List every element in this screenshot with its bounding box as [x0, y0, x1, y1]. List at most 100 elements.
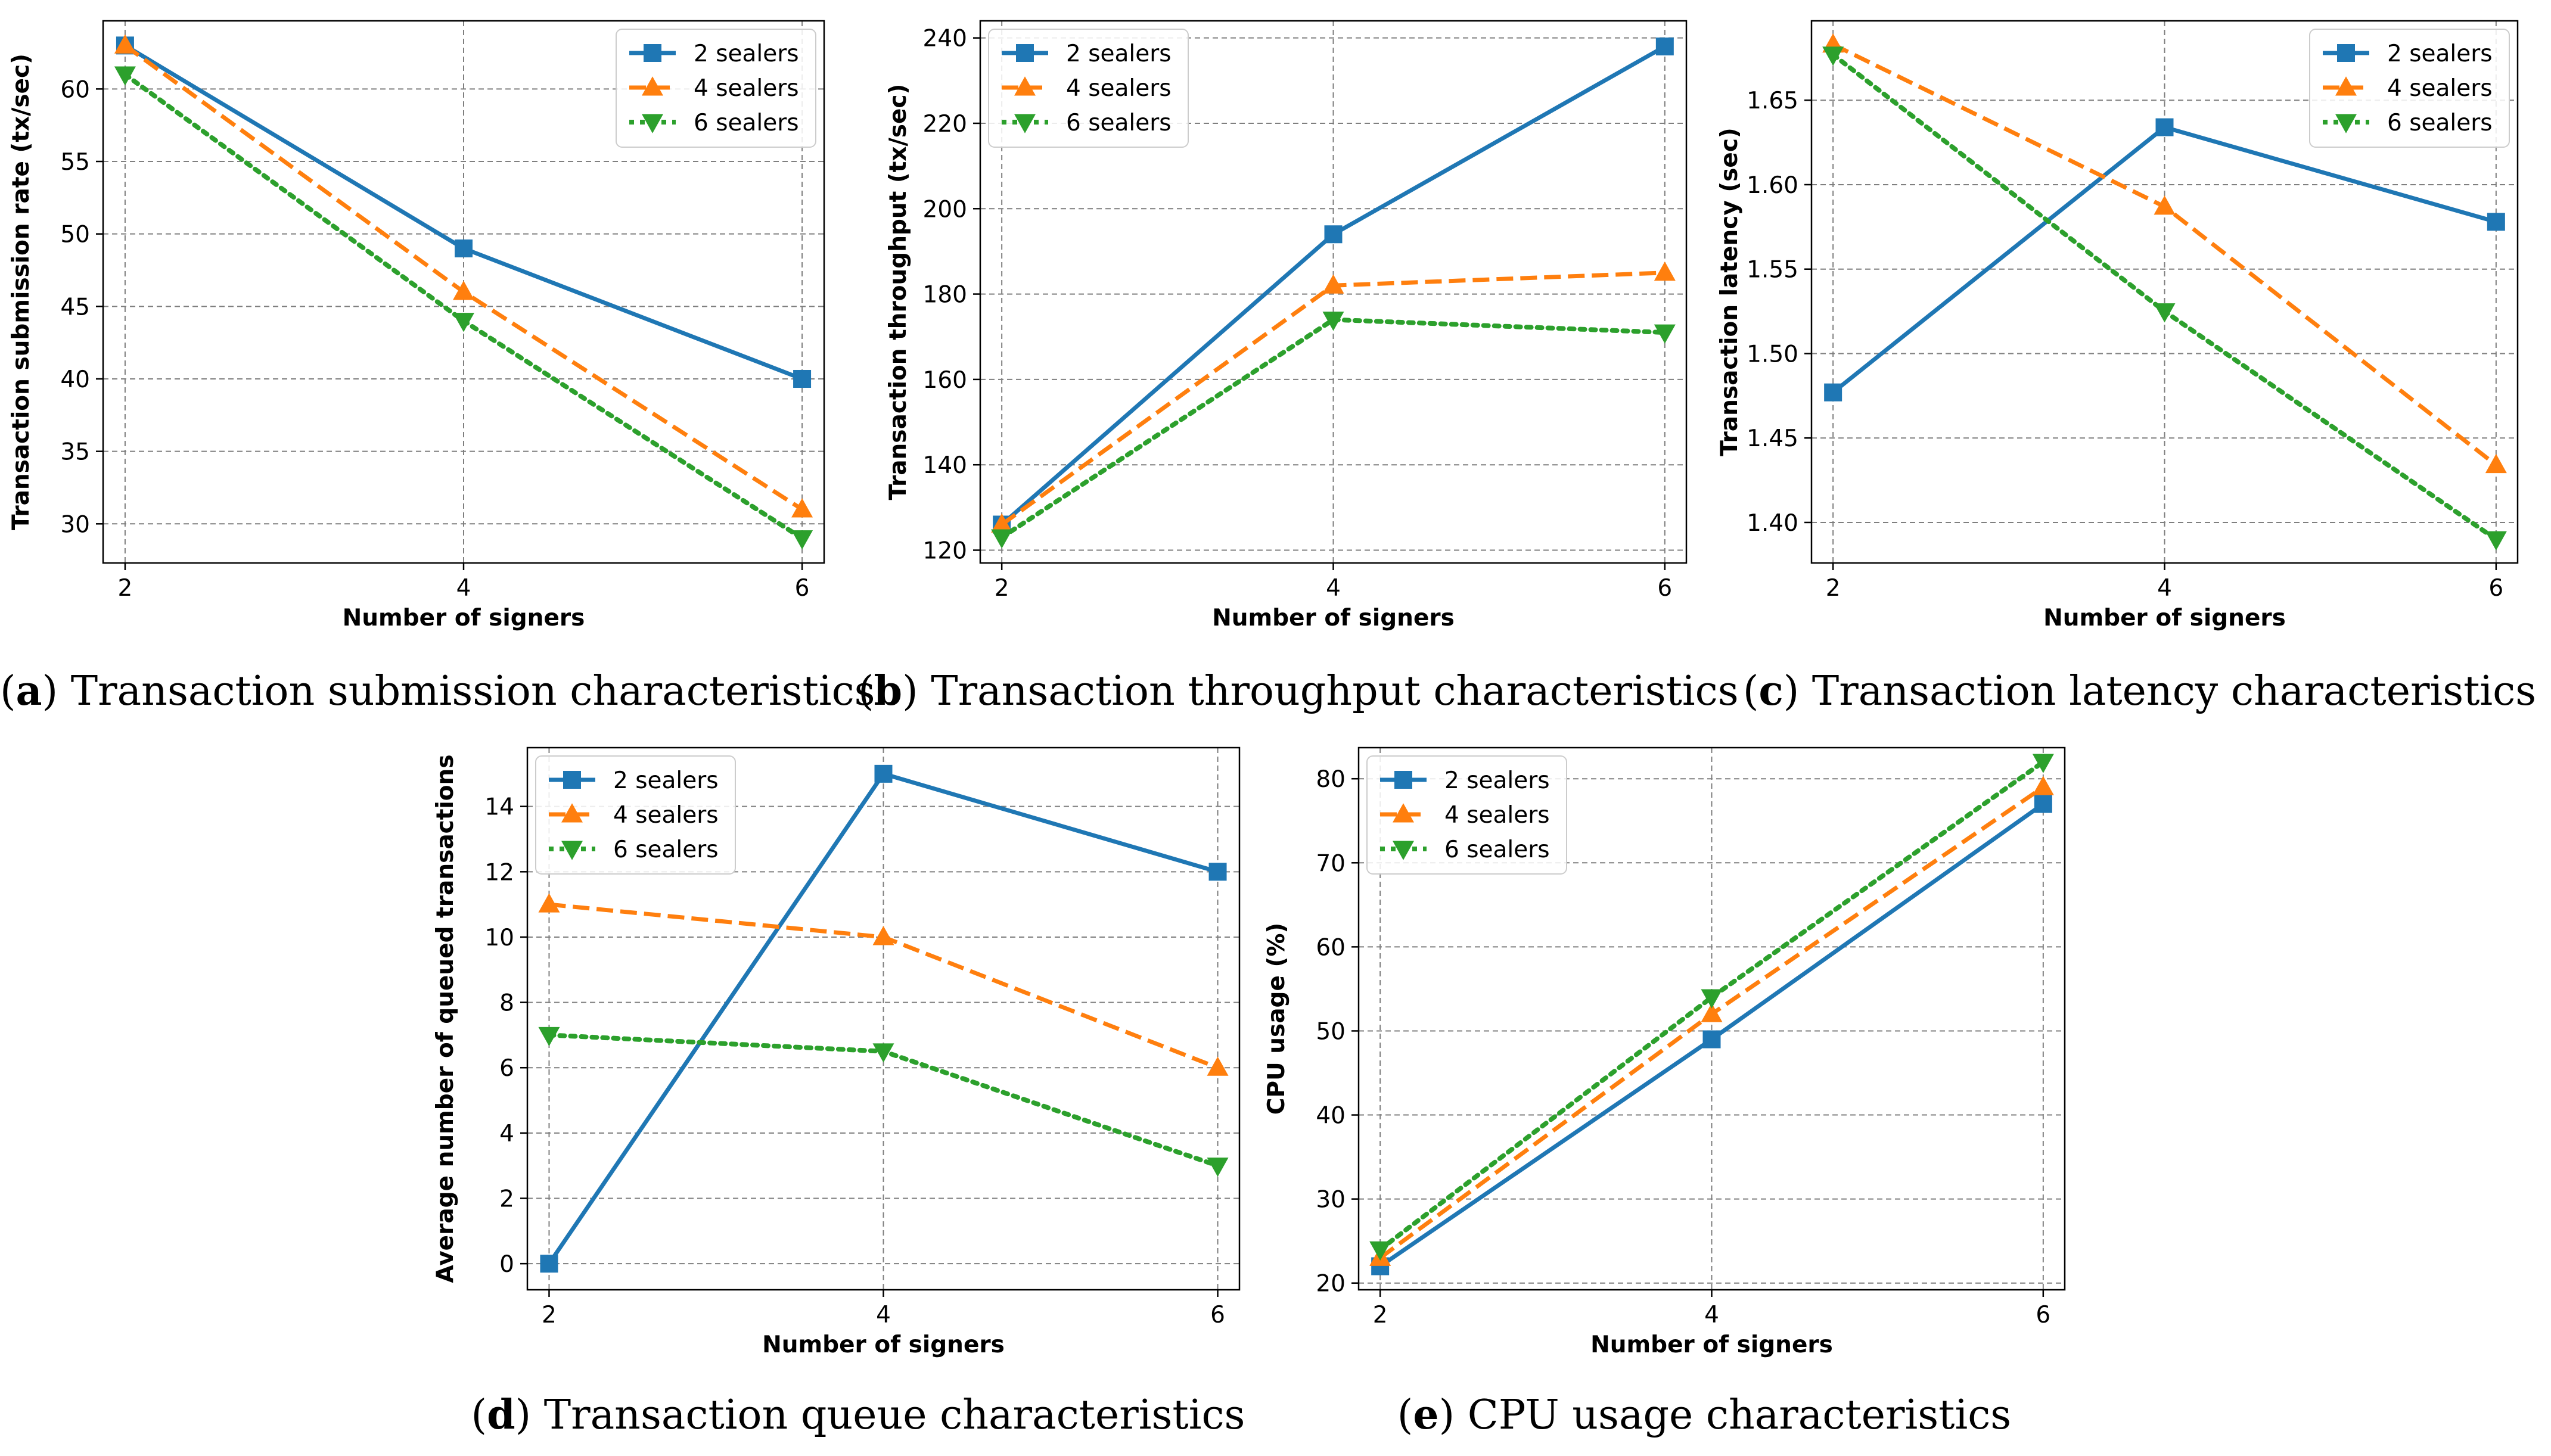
y-tick-label: 60 — [60, 76, 90, 103]
data-point-series-3 — [453, 313, 474, 332]
y-tick-label: 35 — [60, 439, 90, 466]
x-tick-label: 2 — [542, 1302, 557, 1329]
y-axis-label: Transaction latency (sec) — [1716, 127, 1743, 456]
legend-label-3: 6 sealers — [1444, 836, 1550, 863]
legend-label-1: 2 sealers — [2387, 41, 2493, 67]
chart-panel-e: 20 30 40 50 60 70 80 2 4 6 Number of signers CPU us… — [1263, 727, 2133, 1370]
caption-b-text: Transaction throughput characteristics — [931, 668, 1739, 715]
legend: 2 sealers 4 sealers 6 sealers — [2309, 29, 2510, 148]
y-tick-label: 40 — [60, 366, 90, 393]
legend-label-1: 2 sealers — [1066, 41, 1172, 67]
data-point-series-3 — [1207, 1158, 1229, 1177]
x-axis-label: Number of signers — [762, 1331, 1005, 1358]
data-point-series-1 — [1702, 1030, 1721, 1049]
chart-panel-a: 30 35 40 45 50 55 60 2 4 6 Number of signers Transa… — [0, 0, 858, 643]
legend-marker-3 — [1014, 114, 1036, 133]
data-point-series-2 — [538, 893, 560, 913]
legend-marker-1 — [563, 771, 581, 789]
y-tick-label: 45 — [60, 294, 90, 321]
data-point-series-1 — [455, 239, 473, 258]
data-point-series-2 — [991, 513, 1013, 533]
legend-marker-1 — [1016, 44, 1034, 62]
caption-d: (d) Transaction queue characteristics — [471, 1391, 1245, 1439]
data-point-series-2 — [1207, 1056, 1229, 1076]
data-point-series-2 — [114, 34, 136, 54]
y-tick-label: 14 — [484, 794, 514, 821]
plot-frame — [102, 20, 825, 564]
y-tick-label: 140 — [923, 452, 967, 479]
data-point-series-2 — [2154, 195, 2176, 215]
data-point-series-2 — [1654, 262, 1676, 281]
chart-panel-d: 0 2 4 6 8 10 12 14 2 4 6 Number of signers Average n… — [429, 727, 1287, 1370]
y-axis-label: Transaction throughput (tx/sec) — [885, 84, 912, 500]
legend: 2 sealers 4 sealers 6 sealers — [988, 29, 1189, 148]
y-tick-label: 70 — [1316, 850, 1346, 877]
data-point-series-2 — [1322, 274, 1344, 294]
chart-panel-c: 1.40 1.45 1.50 1.55 1.60 1.65 2 4 6 Number of sig… — [1716, 0, 2550, 643]
y-tick-label: 55 — [60, 149, 90, 176]
y-tick-label: 1.60 — [1747, 172, 1798, 199]
y-tick-label: 1.40 — [1747, 510, 1798, 537]
legend-marker-1 — [2337, 44, 2355, 62]
legend-marker-2 — [1393, 803, 1414, 823]
chart-e-svg: 20 30 40 50 60 70 80 2 4 6 Number of signers CPU us… — [1263, 746, 2066, 1358]
legend-marker-3 — [2335, 114, 2357, 133]
caption-e-letter: e — [1413, 1391, 1439, 1439]
data-point-series-3 — [1322, 312, 1344, 331]
x-tick-label: 2 — [995, 575, 1009, 602]
y-tick-label: 50 — [60, 222, 90, 248]
x-axis-label: Number of signers — [1212, 605, 1455, 631]
y-tick-label: 1.50 — [1747, 341, 1798, 368]
legend-box — [1366, 755, 1567, 875]
x-axis-label: Number of signers — [343, 605, 585, 631]
y-tick-label: 180 — [923, 282, 967, 309]
y-tick-label: 120 — [923, 538, 967, 565]
plot-frame — [526, 746, 1241, 1291]
x-tick-label: 6 — [795, 575, 810, 602]
caption-c: (c) Transaction latency characteristics — [1742, 667, 2537, 715]
legend-marker-3 — [561, 841, 583, 860]
legend-label-1: 2 sealers — [1444, 767, 1550, 794]
legend-label-2: 4 sealers — [1066, 75, 1172, 102]
plot-frame — [1357, 746, 2066, 1291]
y-tick-label: 200 — [923, 196, 967, 223]
data-point-series-1 — [2487, 213, 2505, 231]
x-tick-label: 2 — [1373, 1302, 1388, 1329]
x-tick-label: 4 — [1704, 1302, 1719, 1329]
y-tick-label: 1.65 — [1747, 88, 1798, 114]
data-point-series-3 — [2032, 754, 2054, 773]
y-tick-label: 220 — [923, 111, 967, 138]
legend-marker-2 — [1014, 76, 1036, 96]
caption-d-text: Transaction queue characteristics — [543, 1392, 1245, 1439]
caption-c-text: Transaction latency characteristics — [1812, 668, 2537, 715]
y-tick-label: 10 — [484, 925, 514, 951]
legend: 2 sealers 4 sealers 6 sealers — [1366, 755, 1567, 875]
data-point-series-1 — [2034, 795, 2052, 813]
legend-marker-3 — [642, 114, 663, 133]
y-tick-label: 20 — [1316, 1271, 1346, 1298]
data-point-series-2 — [791, 498, 813, 518]
data-point-series-1 — [874, 764, 893, 783]
data-point-series-3 — [1822, 46, 1844, 66]
x-tick-label: 4 — [456, 575, 471, 602]
x-axis-label: Number of signers — [2043, 605, 2286, 631]
x-tick-label: 6 — [1657, 575, 1672, 602]
plot-frame — [979, 20, 1688, 564]
y-axis-label: CPU usage (%) — [1263, 923, 1290, 1115]
chart-c-svg: 1.40 1.45 1.50 1.55 1.60 1.65 2 4 6 Number of sig… — [1716, 20, 2519, 631]
legend-label-1: 2 sealers — [694, 41, 799, 67]
caption-a-text: Transaction submission characteristics — [70, 668, 875, 715]
y-tick-label: 30 — [60, 511, 90, 538]
data-point-series-3 — [1701, 989, 1723, 1009]
data-point-series-1 — [1324, 225, 1343, 244]
data-point-series-3 — [791, 530, 813, 550]
chart-b-svg: 120 140 160 180 200 220 240 2 4 6 Number of signer… — [885, 20, 1688, 631]
legend-marker-2 — [642, 76, 663, 96]
legend-marker-2 — [561, 803, 583, 823]
legend-box — [2309, 29, 2510, 148]
x-tick-label: 6 — [1210, 1302, 1225, 1329]
x-tick-label: 6 — [2036, 1302, 2050, 1329]
y-tick-label: 240 — [923, 26, 967, 52]
y-axis-label: Average number of queued transactions — [432, 754, 459, 1283]
legend-label-3: 6 sealers — [613, 836, 719, 863]
